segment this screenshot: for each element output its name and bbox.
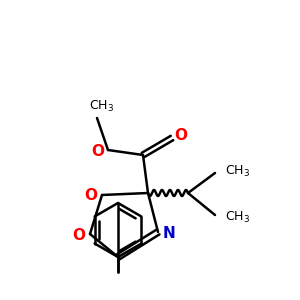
Text: O: O xyxy=(73,227,85,242)
Text: CH$_3$: CH$_3$ xyxy=(225,209,250,224)
Text: O: O xyxy=(175,128,188,142)
Text: O: O xyxy=(85,188,98,203)
Text: CH$_3$: CH$_3$ xyxy=(225,164,250,178)
Text: CH$_3$: CH$_3$ xyxy=(89,98,115,113)
Text: O: O xyxy=(92,145,104,160)
Text: N: N xyxy=(163,226,176,241)
